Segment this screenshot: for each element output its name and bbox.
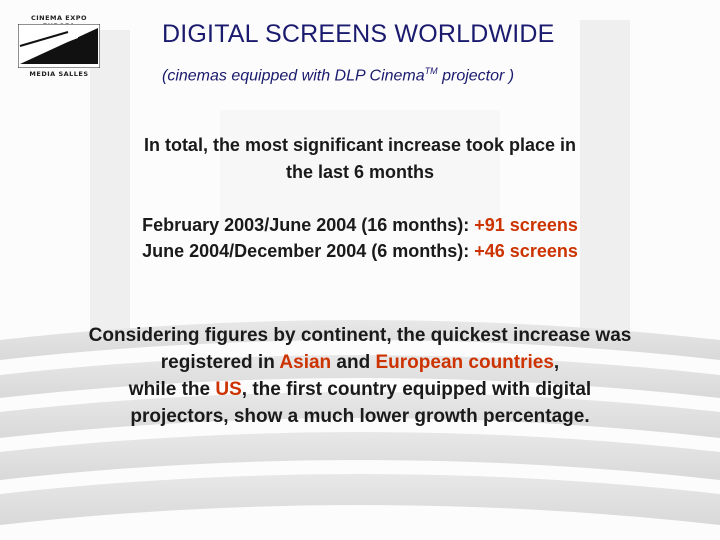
statement-line: In total, the most significant increase …	[143, 135, 577, 155]
analysis-text: and	[331, 352, 376, 373]
analysis-line: while the US, the first country equipped…	[10, 376, 710, 403]
period-label: February 2003/June 2004 (16 months):	[142, 215, 475, 235]
total-increase-statement: In total, the most significant increase …	[60, 132, 660, 186]
period-row: June 2004/December 2004 (6 months): +46 …	[40, 238, 680, 264]
period-value: +91 screens	[474, 215, 578, 235]
analysis-text: registered in	[160, 352, 280, 373]
highlight-us: US	[215, 379, 242, 400]
subtitle-text-end: projector )	[437, 67, 515, 85]
trademark-mark: TM	[424, 66, 438, 76]
media-salles-logo: CINEMA EXPO EUROPA MEDIA SALLES	[18, 14, 100, 78]
period-row: February 2003/June 2004 (16 months): +91…	[40, 212, 680, 238]
slide-title: DIGITAL SCREENS WORLDWIDE	[162, 20, 555, 48]
highlight-asian: Asian	[279, 352, 332, 373]
statement-line: the last 6 months	[285, 162, 435, 182]
logo-mark-icon	[18, 24, 100, 68]
analysis-line: Considering figures by continent, the qu…	[88, 325, 632, 346]
analysis-line: projectors, show a much lower growth per…	[130, 406, 590, 427]
analysis-text: while the	[128, 379, 216, 400]
period-comparison: February 2003/June 2004 (16 months): +91…	[40, 212, 680, 264]
analysis-text: , the first country equipped with digita…	[241, 379, 592, 400]
period-value: +46 screens	[474, 241, 578, 261]
subtitle-text: (cinemas equipped with DLP Cinema	[162, 67, 425, 85]
analysis-text: ,	[553, 352, 560, 373]
analysis-line: registered in Asian and European countri…	[10, 349, 710, 376]
slide-subtitle: (cinemas equipped with DLP CinemaTM proj…	[162, 66, 682, 85]
continent-analysis: Considering figures by continent, the qu…	[10, 322, 710, 430]
period-label: June 2004/December 2004 (6 months):	[142, 241, 475, 261]
highlight-european: European countries	[375, 352, 554, 373]
logo-bottom-text: MEDIA SALLES	[29, 70, 89, 78]
